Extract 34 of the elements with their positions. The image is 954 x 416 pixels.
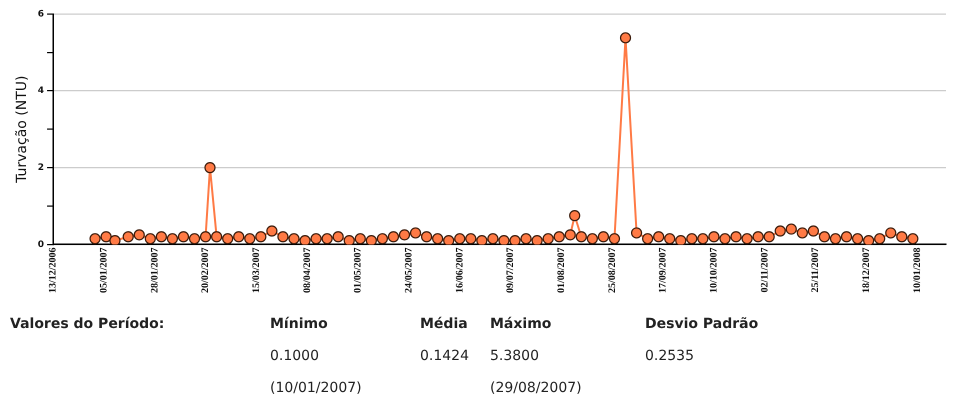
x-tick-label: 09/07/2007 xyxy=(505,247,516,294)
x-tick-label: 01/05/2007 xyxy=(352,247,364,294)
x-tick-label: 01/08/2007 xyxy=(556,247,567,294)
x-tick-label: 17/09/2007 xyxy=(658,247,669,294)
x-tick-label: 24/05/2007 xyxy=(403,247,414,294)
x-tick-label: 25/11/2007 xyxy=(810,247,822,292)
y-axis-title: Turvação (NTU) xyxy=(14,76,30,184)
x-tick-label: 18/12/2007 xyxy=(861,247,872,294)
x-tick-label: 10/01/2008 xyxy=(912,247,923,294)
text: (29/08/2007) xyxy=(490,380,582,396)
text: 5.3800 xyxy=(490,348,539,364)
x-tick-label: 13/12/2006 xyxy=(48,247,59,294)
x-tick-label: 20/02/2007 xyxy=(200,247,212,294)
x-tick-label: 02/11/2007 xyxy=(759,247,770,292)
y-tick-label: 4 xyxy=(38,86,44,96)
text: Média xyxy=(420,316,468,332)
text: 0.1424 xyxy=(420,348,469,364)
text: Desvio Padrão xyxy=(645,316,758,332)
text: (10/01/2007) xyxy=(270,380,362,396)
x-tick-label: 25/08/2007 xyxy=(606,247,618,294)
x-tick-label: 15/03/2007 xyxy=(250,247,262,294)
text: 0.2535 xyxy=(645,348,694,364)
y-tick-label: 6 xyxy=(38,9,44,20)
text: Valores do Período: xyxy=(10,316,164,332)
text: Mínimo xyxy=(270,316,328,332)
text: 0.1000 xyxy=(270,348,319,364)
x-tick-label: 28/01/2007 xyxy=(149,247,160,294)
x-tick-label: 08/04/2007 xyxy=(302,247,313,294)
x-tick-label: 05/01/2007 xyxy=(98,247,110,294)
y-tick-label: 0 xyxy=(38,240,44,250)
y-tick-label: 2 xyxy=(38,162,44,173)
x-tick-label: 16/06/2007 xyxy=(454,247,466,294)
text: Máximo xyxy=(490,316,552,332)
x-tick-label: 10/10/2007 xyxy=(708,247,720,294)
